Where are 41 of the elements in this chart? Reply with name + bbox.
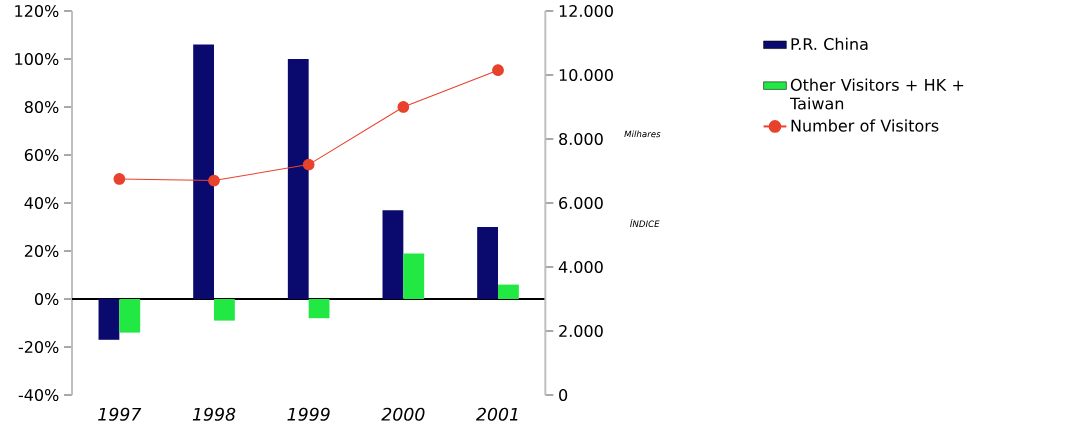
legend-label: Number of Visitors [791,119,939,132]
y2-tick-label: 10.000 [559,68,613,82]
y-tick-label: 20% [24,244,59,258]
x-tick-label: 2001 [476,407,518,421]
y2-axis-title: Milhares [624,130,661,138]
x-tick-label: 1999 [287,407,330,421]
y-tick-label: -40% [18,388,59,402]
legend-label: Other Visitors + HK + Taiwan [789,78,964,110]
y2-tick-label: 8.000 [559,132,603,146]
y2-tick-label: 12.000 [559,4,613,18]
y-tick-label: -20% [18,340,59,354]
y-tick-label: 40% [24,196,59,210]
y-tick-label: 0% [34,292,59,306]
bar [193,44,215,299]
y-tick-label: 100% [15,52,59,66]
text: ÍNDICE [630,218,660,228]
bar [477,226,498,299]
bar [403,253,425,299]
bar [382,210,404,299]
bar [498,284,519,299]
bar [119,298,141,333]
x-tick-label: 1998 [192,407,236,421]
point [492,64,504,77]
point [302,158,315,171]
y-tick-label: 120% [15,4,59,18]
y2-tick-label: 6.000 [559,196,603,210]
bar [287,58,309,299]
x-tick-label: 2000 [381,407,425,421]
bar [98,298,120,340]
bar [308,298,330,319]
bar [214,298,235,321]
y-tick-label: 80% [24,100,59,114]
point [397,101,410,113]
point [113,173,126,185]
x-tick-label: 1997 [98,407,142,421]
legend-label: P.R. China [791,37,868,51]
point [208,174,220,187]
y2-tick-label: 0 [559,388,568,402]
y-tick-label: 60% [24,148,59,162]
y2-tick-label: 4.000 [558,260,603,274]
y2-tick-label: 2.000 [559,324,603,338]
